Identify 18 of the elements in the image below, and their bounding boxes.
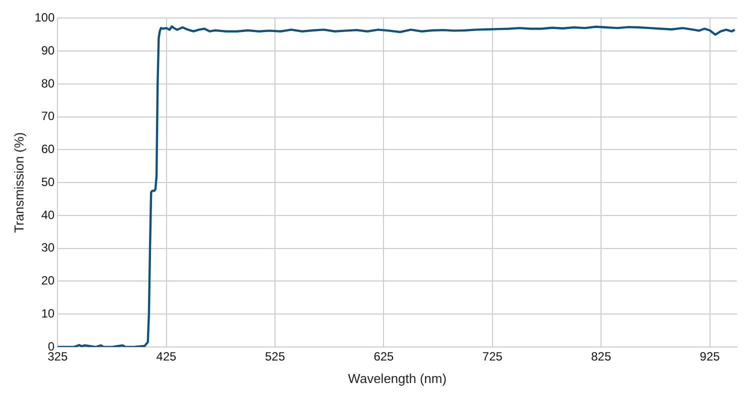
y-tick-label: 10 [41,306,55,320]
x-tick-label: 425 [156,350,177,364]
y-tick-label: 20 [41,274,55,288]
y-tick-label: 60 [41,142,55,156]
y-tick-label: 100 [34,10,55,25]
x-tick-label: 925 [700,350,720,364]
y-tick-label: 80 [41,76,55,90]
y-tick-label: 50 [41,174,55,189]
y-tick-label: 70 [41,109,55,124]
y-tick-label: 30 [41,240,55,255]
x-tick-label: 825 [591,350,612,364]
y-tick-label: 90 [41,43,55,58]
y-tick-label: 40 [41,208,55,222]
x-tick-label: 525 [265,350,286,364]
y-axis-title: Transmission (%) [11,132,26,233]
x-tick-label: 725 [482,350,503,364]
x-tick-label: 625 [374,350,394,364]
x-axis-title: Wavelength (nm) [348,370,447,386]
